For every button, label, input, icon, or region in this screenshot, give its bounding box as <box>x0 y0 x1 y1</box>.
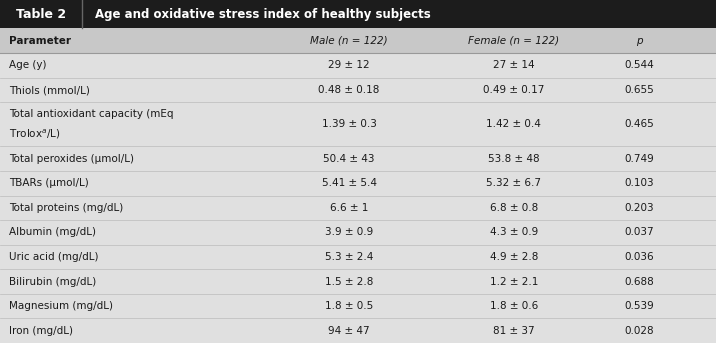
Text: Total proteins (mg/dL): Total proteins (mg/dL) <box>9 203 123 213</box>
Text: 4.3 ± 0.9: 4.3 ± 0.9 <box>490 227 538 237</box>
Text: 94 ± 47: 94 ± 47 <box>328 326 370 336</box>
Text: Bilirubin (mg/dL): Bilirubin (mg/dL) <box>9 276 96 286</box>
Bar <box>0 0 716 28</box>
Text: 0.539: 0.539 <box>624 301 654 311</box>
Text: 50.4 ± 43: 50.4 ± 43 <box>324 154 374 164</box>
Text: Total antioxidant capacity (mEq: Total antioxidant capacity (mEq <box>9 109 173 119</box>
Text: 5.41 ± 5.4: 5.41 ± 5.4 <box>321 178 377 188</box>
Text: 1.5 ± 2.8: 1.5 ± 2.8 <box>325 276 373 286</box>
Text: 1.39 ± 0.3: 1.39 ± 0.3 <box>321 119 377 129</box>
Text: 1.8 ± 0.6: 1.8 ± 0.6 <box>490 301 538 311</box>
Text: Iron (mg/dL): Iron (mg/dL) <box>9 326 72 336</box>
Bar <box>0 196 716 220</box>
Text: 0.688: 0.688 <box>624 276 654 286</box>
Text: Parameter: Parameter <box>9 36 71 46</box>
Text: 81 ± 37: 81 ± 37 <box>493 326 535 336</box>
Text: 5.32 ± 6.7: 5.32 ± 6.7 <box>486 178 541 188</box>
Text: 0.749: 0.749 <box>624 154 654 164</box>
Text: 53.8 ± 48: 53.8 ± 48 <box>488 154 540 164</box>
Text: Uric acid (mg/dL): Uric acid (mg/dL) <box>9 252 98 262</box>
Text: Trolox$^a$/L): Trolox$^a$/L) <box>9 128 60 141</box>
Text: Albumin (mg/dL): Albumin (mg/dL) <box>9 227 96 237</box>
Text: 0.037: 0.037 <box>624 227 654 237</box>
Bar <box>0 269 716 294</box>
Text: 4.9 ± 2.8: 4.9 ± 2.8 <box>490 252 538 262</box>
Bar <box>0 220 716 245</box>
Text: 1.42 ± 0.4: 1.42 ± 0.4 <box>486 119 541 129</box>
Text: Thiols (mmol/L): Thiols (mmol/L) <box>9 85 90 95</box>
Text: Total peroxides (μmol/L): Total peroxides (μmol/L) <box>9 154 134 164</box>
Text: 0.028: 0.028 <box>624 326 654 336</box>
Text: Magnesium (mg/dL): Magnesium (mg/dL) <box>9 301 112 311</box>
Text: Age (y): Age (y) <box>9 60 46 70</box>
Bar <box>0 53 716 78</box>
Bar <box>0 294 716 318</box>
Text: p: p <box>636 36 642 46</box>
Text: 0.544: 0.544 <box>624 60 654 70</box>
Text: 27 ± 14: 27 ± 14 <box>493 60 535 70</box>
Text: 0.465: 0.465 <box>624 119 654 129</box>
Text: 5.3 ± 2.4: 5.3 ± 2.4 <box>325 252 373 262</box>
Text: 0.036: 0.036 <box>624 252 654 262</box>
Text: 6.8 ± 0.8: 6.8 ± 0.8 <box>490 203 538 213</box>
Bar <box>0 171 716 196</box>
Text: Female (n = 122): Female (n = 122) <box>468 36 559 46</box>
Text: 0.103: 0.103 <box>624 178 654 188</box>
Text: 0.655: 0.655 <box>624 85 654 95</box>
Text: Age and oxidative stress index of healthy subjects: Age and oxidative stress index of health… <box>95 8 431 21</box>
Text: 0.49 ± 0.17: 0.49 ± 0.17 <box>483 85 544 95</box>
Text: 29 ± 12: 29 ± 12 <box>328 60 370 70</box>
Text: Male (n = 122): Male (n = 122) <box>310 36 388 46</box>
Bar <box>0 146 716 171</box>
Bar <box>0 245 716 269</box>
Text: 0.203: 0.203 <box>624 203 654 213</box>
Bar <box>0 318 716 343</box>
Bar <box>0 102 716 146</box>
Text: 6.6 ± 1: 6.6 ± 1 <box>330 203 368 213</box>
Text: Table 2: Table 2 <box>16 8 67 21</box>
Text: 1.2 ± 2.1: 1.2 ± 2.1 <box>490 276 538 286</box>
Text: TBARs (μmol/L): TBARs (μmol/L) <box>9 178 88 188</box>
Bar <box>0 28 716 53</box>
Bar <box>0 78 716 102</box>
Text: 1.8 ± 0.5: 1.8 ± 0.5 <box>325 301 373 311</box>
Text: 0.48 ± 0.18: 0.48 ± 0.18 <box>319 85 379 95</box>
Text: 3.9 ± 0.9: 3.9 ± 0.9 <box>325 227 373 237</box>
